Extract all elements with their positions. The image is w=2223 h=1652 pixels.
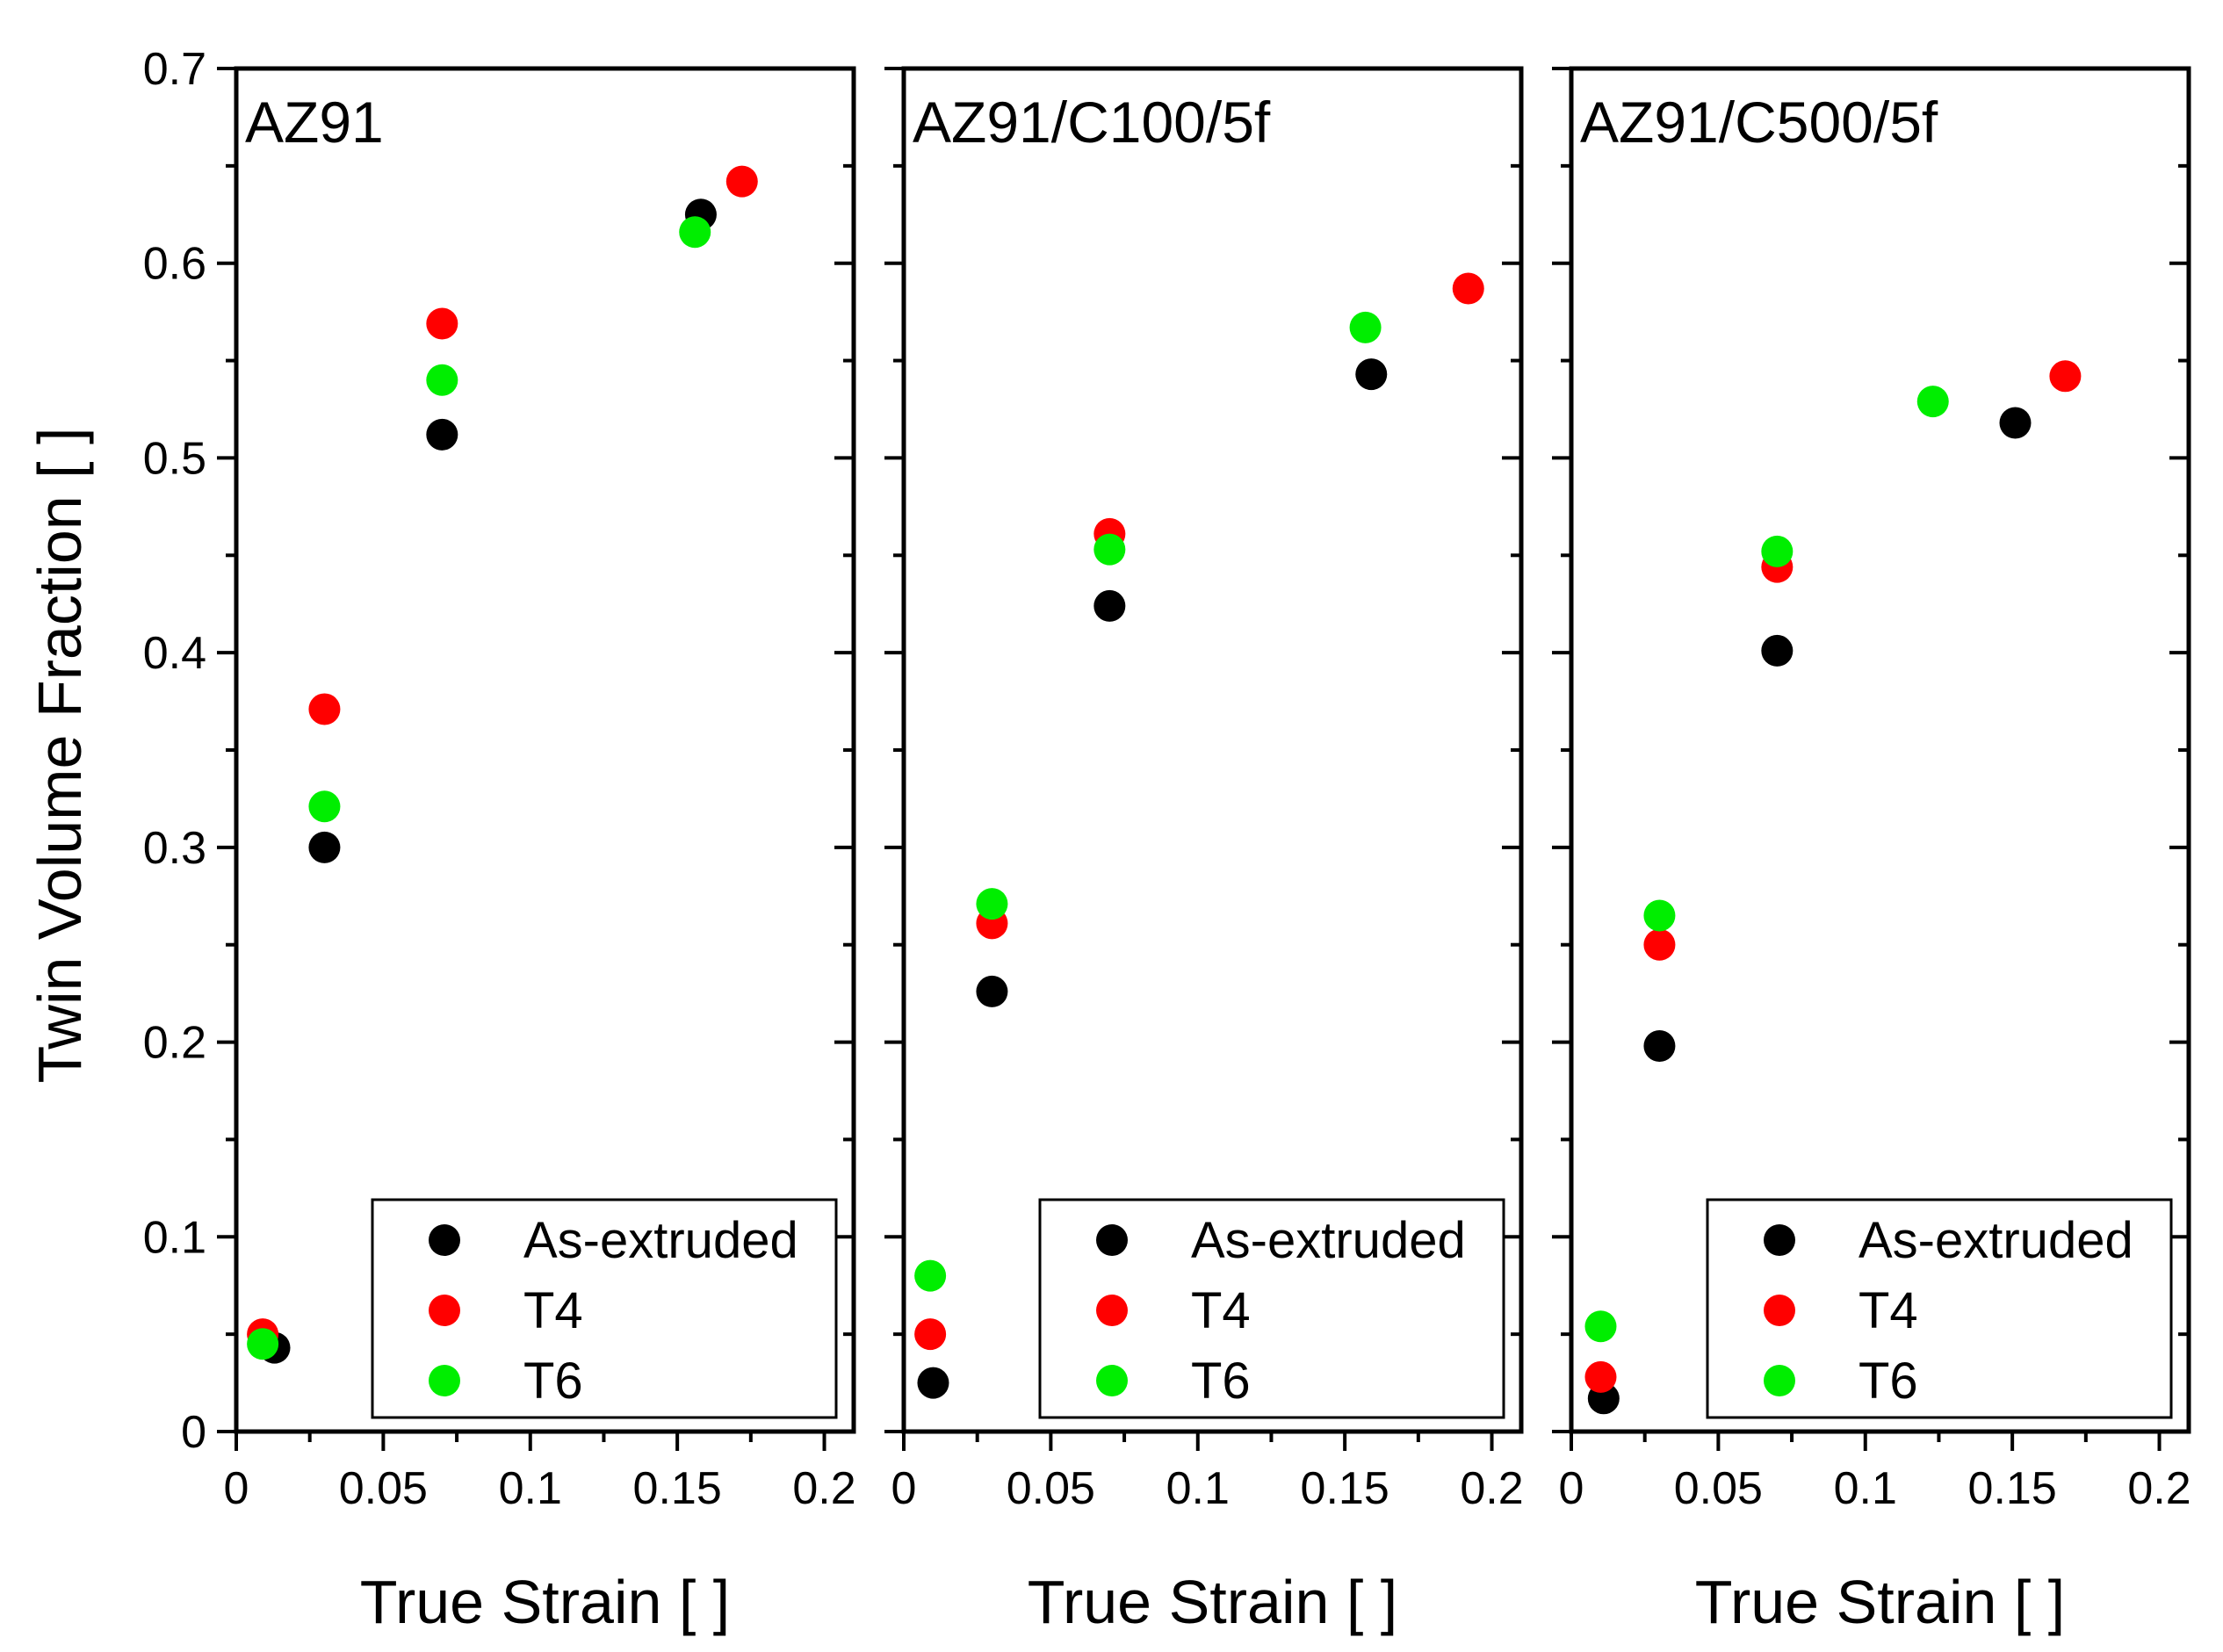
legend-label: T6 — [1191, 1353, 1251, 1410]
x-tick-label: 0.15 — [1301, 1463, 1389, 1514]
data-point-as-extruded — [976, 975, 1008, 1007]
legend-marker-t4 — [429, 1295, 460, 1326]
x-tick-label: 0.05 — [339, 1463, 428, 1514]
data-point-as-extruded — [308, 831, 341, 863]
legend-marker-as-extruded — [1764, 1224, 1795, 1256]
x-tick-label: 0 — [224, 1463, 249, 1514]
data-point-t4 — [2049, 360, 2082, 393]
data-point-t4 — [725, 165, 758, 198]
data-point-t4 — [426, 307, 458, 340]
legend-marker-t6 — [1764, 1365, 1795, 1396]
panel-2: 0 0.05 0.1 0.15 0.2 AZ91/C100/5f True Strain [… — [884, 66, 1524, 1636]
legend-label: T6 — [523, 1353, 583, 1410]
x-tick-label: 0.2 — [2127, 1463, 2191, 1514]
data-point-t4 — [1452, 272, 1484, 305]
panel-3: 0 0.05 0.1 0.15 0.2 AZ91/C500/5f True Strain [… — [1552, 66, 2191, 1636]
data-point-t6 — [426, 364, 458, 396]
data-point-t6 — [1584, 1310, 1617, 1343]
x-tick-label: 0.15 — [633, 1463, 722, 1514]
data-point-t6 — [1093, 533, 1126, 566]
data-point-t6 — [914, 1259, 947, 1292]
panel-title: AZ91/C500/5f — [1580, 90, 1938, 155]
y-tick-label: 0.4 — [143, 628, 206, 679]
panel-1: 0 0.1 0.2 0.3 0.4 0.5 0.6 0.7 0 0.05 0.1 0.15 0.2 AZ9… — [143, 44, 856, 1636]
legend-marker-t6 — [429, 1365, 460, 1396]
data-point-t6 — [1916, 386, 1949, 418]
data-point-t4 — [308, 693, 341, 725]
legend-label: As-extruded — [1859, 1212, 2133, 1269]
data-point-t6 — [247, 1328, 279, 1360]
y-tick-label: 0.3 — [143, 823, 206, 874]
y-tick-label: 0.2 — [143, 1018, 206, 1069]
y-tick-label: 0.6 — [143, 239, 206, 290]
x-tick-label: 0 — [891, 1463, 917, 1514]
y-tick-label: 0.5 — [143, 433, 206, 484]
data-point-as-extruded — [1999, 407, 2032, 439]
x-axis-title: True Strain [ ] — [1695, 1568, 2065, 1636]
data-point-t6 — [308, 790, 341, 823]
data-point-as-extruded — [426, 418, 458, 451]
panel-title: AZ91 — [245, 90, 384, 155]
x-tick-label: 0.2 — [792, 1463, 855, 1514]
data-point-t6 — [976, 888, 1008, 920]
legend-label: T4 — [1191, 1282, 1251, 1339]
data-point-t6 — [679, 216, 711, 249]
x-tick-label: 0.15 — [1968, 1463, 2057, 1514]
legend-label: T4 — [1859, 1282, 1918, 1339]
x-tick-label: 0.05 — [1674, 1463, 1763, 1514]
y-tick-label: 0.1 — [143, 1212, 206, 1263]
data-point-as-extruded — [917, 1367, 949, 1399]
panels-layer: 0 0.1 0.2 0.3 0.4 0.5 0.6 0.7 0 0.05 0.1 0.15 0.2 AZ9… — [143, 44, 2191, 1636]
data-point-t6 — [1643, 899, 1676, 932]
data-point-as-extruded — [1093, 589, 1126, 622]
y-tick-label: 0 — [181, 1407, 206, 1458]
data-point-t4 — [1643, 928, 1676, 961]
x-tick-label: 0.1 — [1834, 1463, 1897, 1514]
data-point-as-extruded — [1761, 634, 1794, 667]
legend-marker-t6 — [1096, 1365, 1128, 1396]
data-point-t4 — [914, 1318, 947, 1351]
x-tick-label: 0.05 — [1007, 1463, 1095, 1514]
panel-title: AZ91/C100/5f — [913, 90, 1271, 155]
data-point-t4 — [1584, 1360, 1617, 1393]
legend-label: As-extruded — [523, 1212, 798, 1269]
x-tick-label: 0 — [1559, 1463, 1584, 1514]
data-point-as-extruded — [1643, 1030, 1676, 1063]
x-tick-label: 0.2 — [1460, 1463, 1523, 1514]
x-axis-title: True Strain [ ] — [360, 1568, 730, 1636]
y-tick-label: 0.7 — [143, 44, 206, 95]
legend-marker-t4 — [1764, 1295, 1795, 1326]
y-axis-title: Twin Volume Fraction [ ] — [25, 428, 94, 1084]
x-tick-label: 0.1 — [499, 1463, 562, 1514]
legend-marker-t4 — [1096, 1295, 1128, 1326]
legend-marker-as-extruded — [429, 1224, 460, 1256]
legend-label: T6 — [1859, 1353, 1918, 1410]
x-tick-label: 0.1 — [1166, 1463, 1230, 1514]
legend-label: T4 — [523, 1282, 583, 1339]
data-point-as-extruded — [1355, 358, 1388, 391]
x-axis-title: True Strain [ ] — [1028, 1568, 1397, 1636]
legend-label: As-extruded — [1191, 1212, 1466, 1269]
data-point-t6 — [1349, 311, 1382, 343]
legend-marker-as-extruded — [1096, 1224, 1128, 1256]
data-point-t6 — [1761, 535, 1794, 567]
